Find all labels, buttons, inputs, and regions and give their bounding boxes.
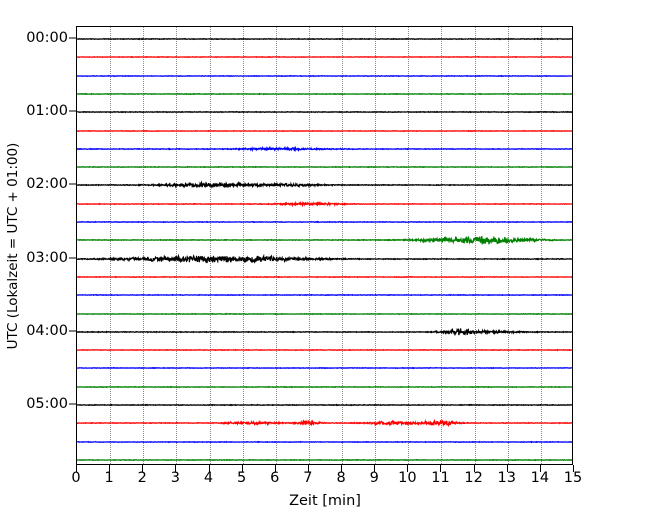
plot-area bbox=[76, 26, 573, 465]
seismic-trace bbox=[77, 416, 572, 430]
x-axis-tick-label: 1 bbox=[104, 470, 114, 486]
seismic-trace bbox=[77, 87, 572, 101]
x-axis-label-text: Zeit [min] bbox=[289, 493, 361, 509]
seismic-trace bbox=[77, 398, 572, 412]
x-axis-tick-mark bbox=[407, 465, 409, 472]
x-axis-tick-label: 14 bbox=[530, 470, 550, 486]
y-axis-tick-mark bbox=[69, 257, 76, 259]
y-axis-tick-label: 01:00 bbox=[26, 103, 68, 120]
x-axis-tick-label: 9 bbox=[369, 470, 379, 486]
x-axis-tick-label: 2 bbox=[137, 470, 147, 486]
x-axis-tick-mark bbox=[506, 465, 508, 472]
grid-line bbox=[342, 27, 344, 464]
grid-line bbox=[308, 27, 310, 464]
x-axis-tick-mark bbox=[76, 465, 77, 472]
x-axis-tick-mark bbox=[573, 465, 574, 472]
y-axis-tick-label: 02:00 bbox=[26, 176, 68, 193]
x-axis-tick-mark bbox=[473, 465, 475, 472]
seismic-trace bbox=[77, 325, 572, 339]
y-axis-tick-label: 03:00 bbox=[26, 249, 68, 266]
grid-lines bbox=[77, 27, 572, 464]
x-axis-tick-label: 7 bbox=[303, 470, 313, 486]
grid-line bbox=[275, 27, 277, 464]
y-axis-tick-mark bbox=[69, 330, 76, 332]
y-axis-tick-mark bbox=[69, 37, 76, 39]
grid-line bbox=[242, 27, 244, 464]
seismic-trace bbox=[77, 178, 572, 192]
seismic-trace bbox=[77, 197, 572, 211]
x-axis-tick-label: 10 bbox=[398, 470, 417, 486]
x-axis-label: Zeit [min] bbox=[0, 493, 650, 509]
seismic-trace bbox=[77, 69, 572, 83]
seismic-trace bbox=[77, 124, 572, 138]
x-axis-tick-mark bbox=[208, 465, 210, 472]
seismic-trace bbox=[77, 233, 572, 247]
y-axis-tick-label: 04:00 bbox=[26, 322, 68, 339]
x-axis-tick-mark bbox=[307, 465, 309, 472]
seismic-trace bbox=[77, 160, 572, 174]
x-axis-tick-label: 15 bbox=[563, 470, 583, 486]
x-axis-tick-mark bbox=[241, 465, 243, 472]
seismic-trace bbox=[77, 270, 572, 284]
seismic-trace bbox=[77, 288, 572, 302]
x-axis-tick-label: 8 bbox=[336, 470, 346, 486]
x-axis-tick-label: 0 bbox=[71, 470, 81, 486]
x-axis-tick-label: 3 bbox=[170, 470, 180, 486]
grid-line bbox=[474, 27, 476, 464]
seismic-trace bbox=[77, 50, 572, 64]
x-axis-tick-label: 6 bbox=[270, 470, 280, 486]
seismic-trace bbox=[77, 142, 572, 156]
y-axis-tick-mark bbox=[69, 110, 76, 112]
y-axis-tick-mark bbox=[69, 403, 76, 405]
x-axis-tick-label: 11 bbox=[431, 470, 450, 486]
grid-line bbox=[408, 27, 410, 464]
grid-line bbox=[540, 27, 542, 464]
x-axis-tick-label: 13 bbox=[497, 470, 516, 486]
x-axis-tick-mark bbox=[109, 465, 111, 472]
y-axis-label-text: UTC (Lokalzeit = UTC + 01:00) bbox=[5, 142, 21, 349]
y-axis-tick-label: 00:00 bbox=[26, 30, 68, 46]
x-axis-tick-label: 12 bbox=[464, 470, 483, 486]
x-axis-tick-mark bbox=[539, 465, 541, 472]
grid-line bbox=[209, 27, 211, 464]
grid-line bbox=[110, 27, 112, 464]
x-axis-tick-mark bbox=[374, 465, 376, 472]
seismic-trace bbox=[77, 32, 572, 46]
seismic-trace bbox=[77, 215, 572, 229]
seismic-trace bbox=[77, 343, 572, 357]
x-axis-tick-mark bbox=[274, 465, 276, 472]
y-axis-tick-mark bbox=[69, 183, 76, 185]
seismic-trace bbox=[77, 105, 572, 119]
grid-line bbox=[176, 27, 178, 464]
y-axis-tick-label: 05:00 bbox=[26, 396, 68, 412]
seismic-trace bbox=[77, 361, 572, 375]
x-axis-tick-label: 4 bbox=[203, 470, 214, 486]
x-axis-tick-mark bbox=[142, 465, 144, 472]
seismic-trace bbox=[77, 307, 572, 321]
grid-line bbox=[441, 27, 443, 464]
x-axis-tick-mark bbox=[341, 465, 343, 472]
seismic-trace bbox=[77, 435, 572, 449]
seismic-trace bbox=[77, 453, 572, 465]
grid-line bbox=[507, 27, 509, 464]
trace-container bbox=[77, 27, 572, 464]
seismic-trace bbox=[77, 252, 572, 266]
grid-line bbox=[143, 27, 145, 464]
seismic-trace bbox=[77, 380, 572, 394]
x-axis-tick-mark bbox=[175, 465, 177, 472]
x-axis-tick-mark bbox=[440, 465, 442, 472]
grid-line bbox=[375, 27, 377, 464]
x-axis-tick-label: 5 bbox=[237, 470, 247, 486]
